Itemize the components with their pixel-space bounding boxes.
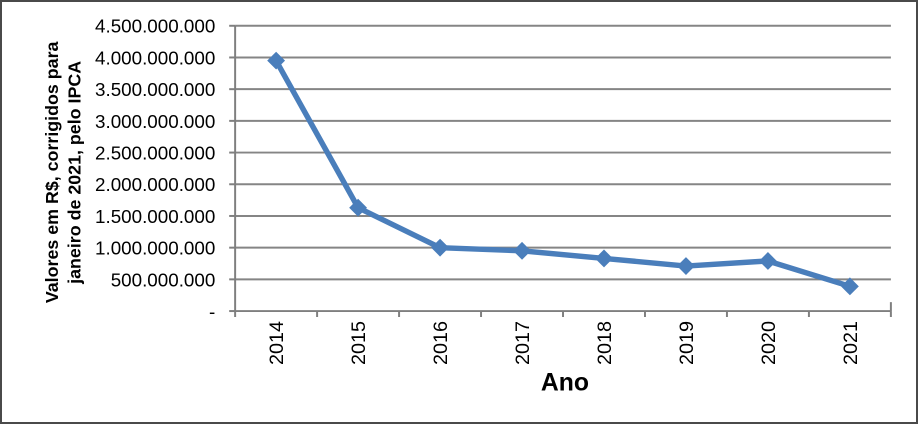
data-point-marker xyxy=(677,257,695,275)
x-tick-labels-layer: 2014 2015 2016 2017 2018 2019 2020 2021 xyxy=(266,321,862,365)
data-point-marker xyxy=(595,249,613,268)
y-tick-label: 1.000.000.000 xyxy=(95,238,215,259)
y-tick-label: 2.500.000.000 xyxy=(95,143,215,164)
y-tick-labels-layer: - 500.000.000 1.000.000.000 1.500.000.000 2.… xyxy=(95,16,215,322)
axes-layer xyxy=(229,24,892,317)
x-tick-label: 2014 xyxy=(266,321,288,365)
x-axis-title: Ano xyxy=(541,369,589,396)
y-tick-label: - xyxy=(209,301,215,322)
y-tick-label: 4.500.000.000 xyxy=(95,16,215,37)
y-tick-label: 1.500.000.000 xyxy=(95,206,215,227)
data-point-marker xyxy=(840,277,859,296)
x-tick-label: 2016 xyxy=(430,321,452,365)
x-tick-label: 2020 xyxy=(758,321,780,365)
y-tick-label: 500.000.000 xyxy=(111,269,216,290)
y-tick-label: 2.000.000.000 xyxy=(95,174,215,195)
data-point-marker xyxy=(513,241,531,260)
y-tick-label: 3.500.000.000 xyxy=(95,79,215,100)
y-tick-label: 4.000.000.000 xyxy=(95,47,215,68)
x-tick-label: 2019 xyxy=(676,321,698,365)
y-tick-label: 3.000.000.000 xyxy=(95,111,215,132)
y-axis-title-line-2: janeiro de 2021, pelo IPCA xyxy=(65,61,85,285)
data-point-marker xyxy=(431,238,449,257)
x-tick-label: 2021 xyxy=(840,321,862,365)
gridlines-layer xyxy=(235,24,891,281)
series-line xyxy=(273,57,853,290)
x-tick-label: 2017 xyxy=(512,321,534,365)
y-axis-title-line-1: Valores em R$, corrigidos para xyxy=(42,40,62,303)
data-point-marker xyxy=(267,51,286,70)
data-point-marker xyxy=(349,198,368,217)
x-tick-label: 2018 xyxy=(594,321,616,365)
x-tick-label: 2015 xyxy=(348,321,370,365)
data-point-marker xyxy=(759,252,777,270)
